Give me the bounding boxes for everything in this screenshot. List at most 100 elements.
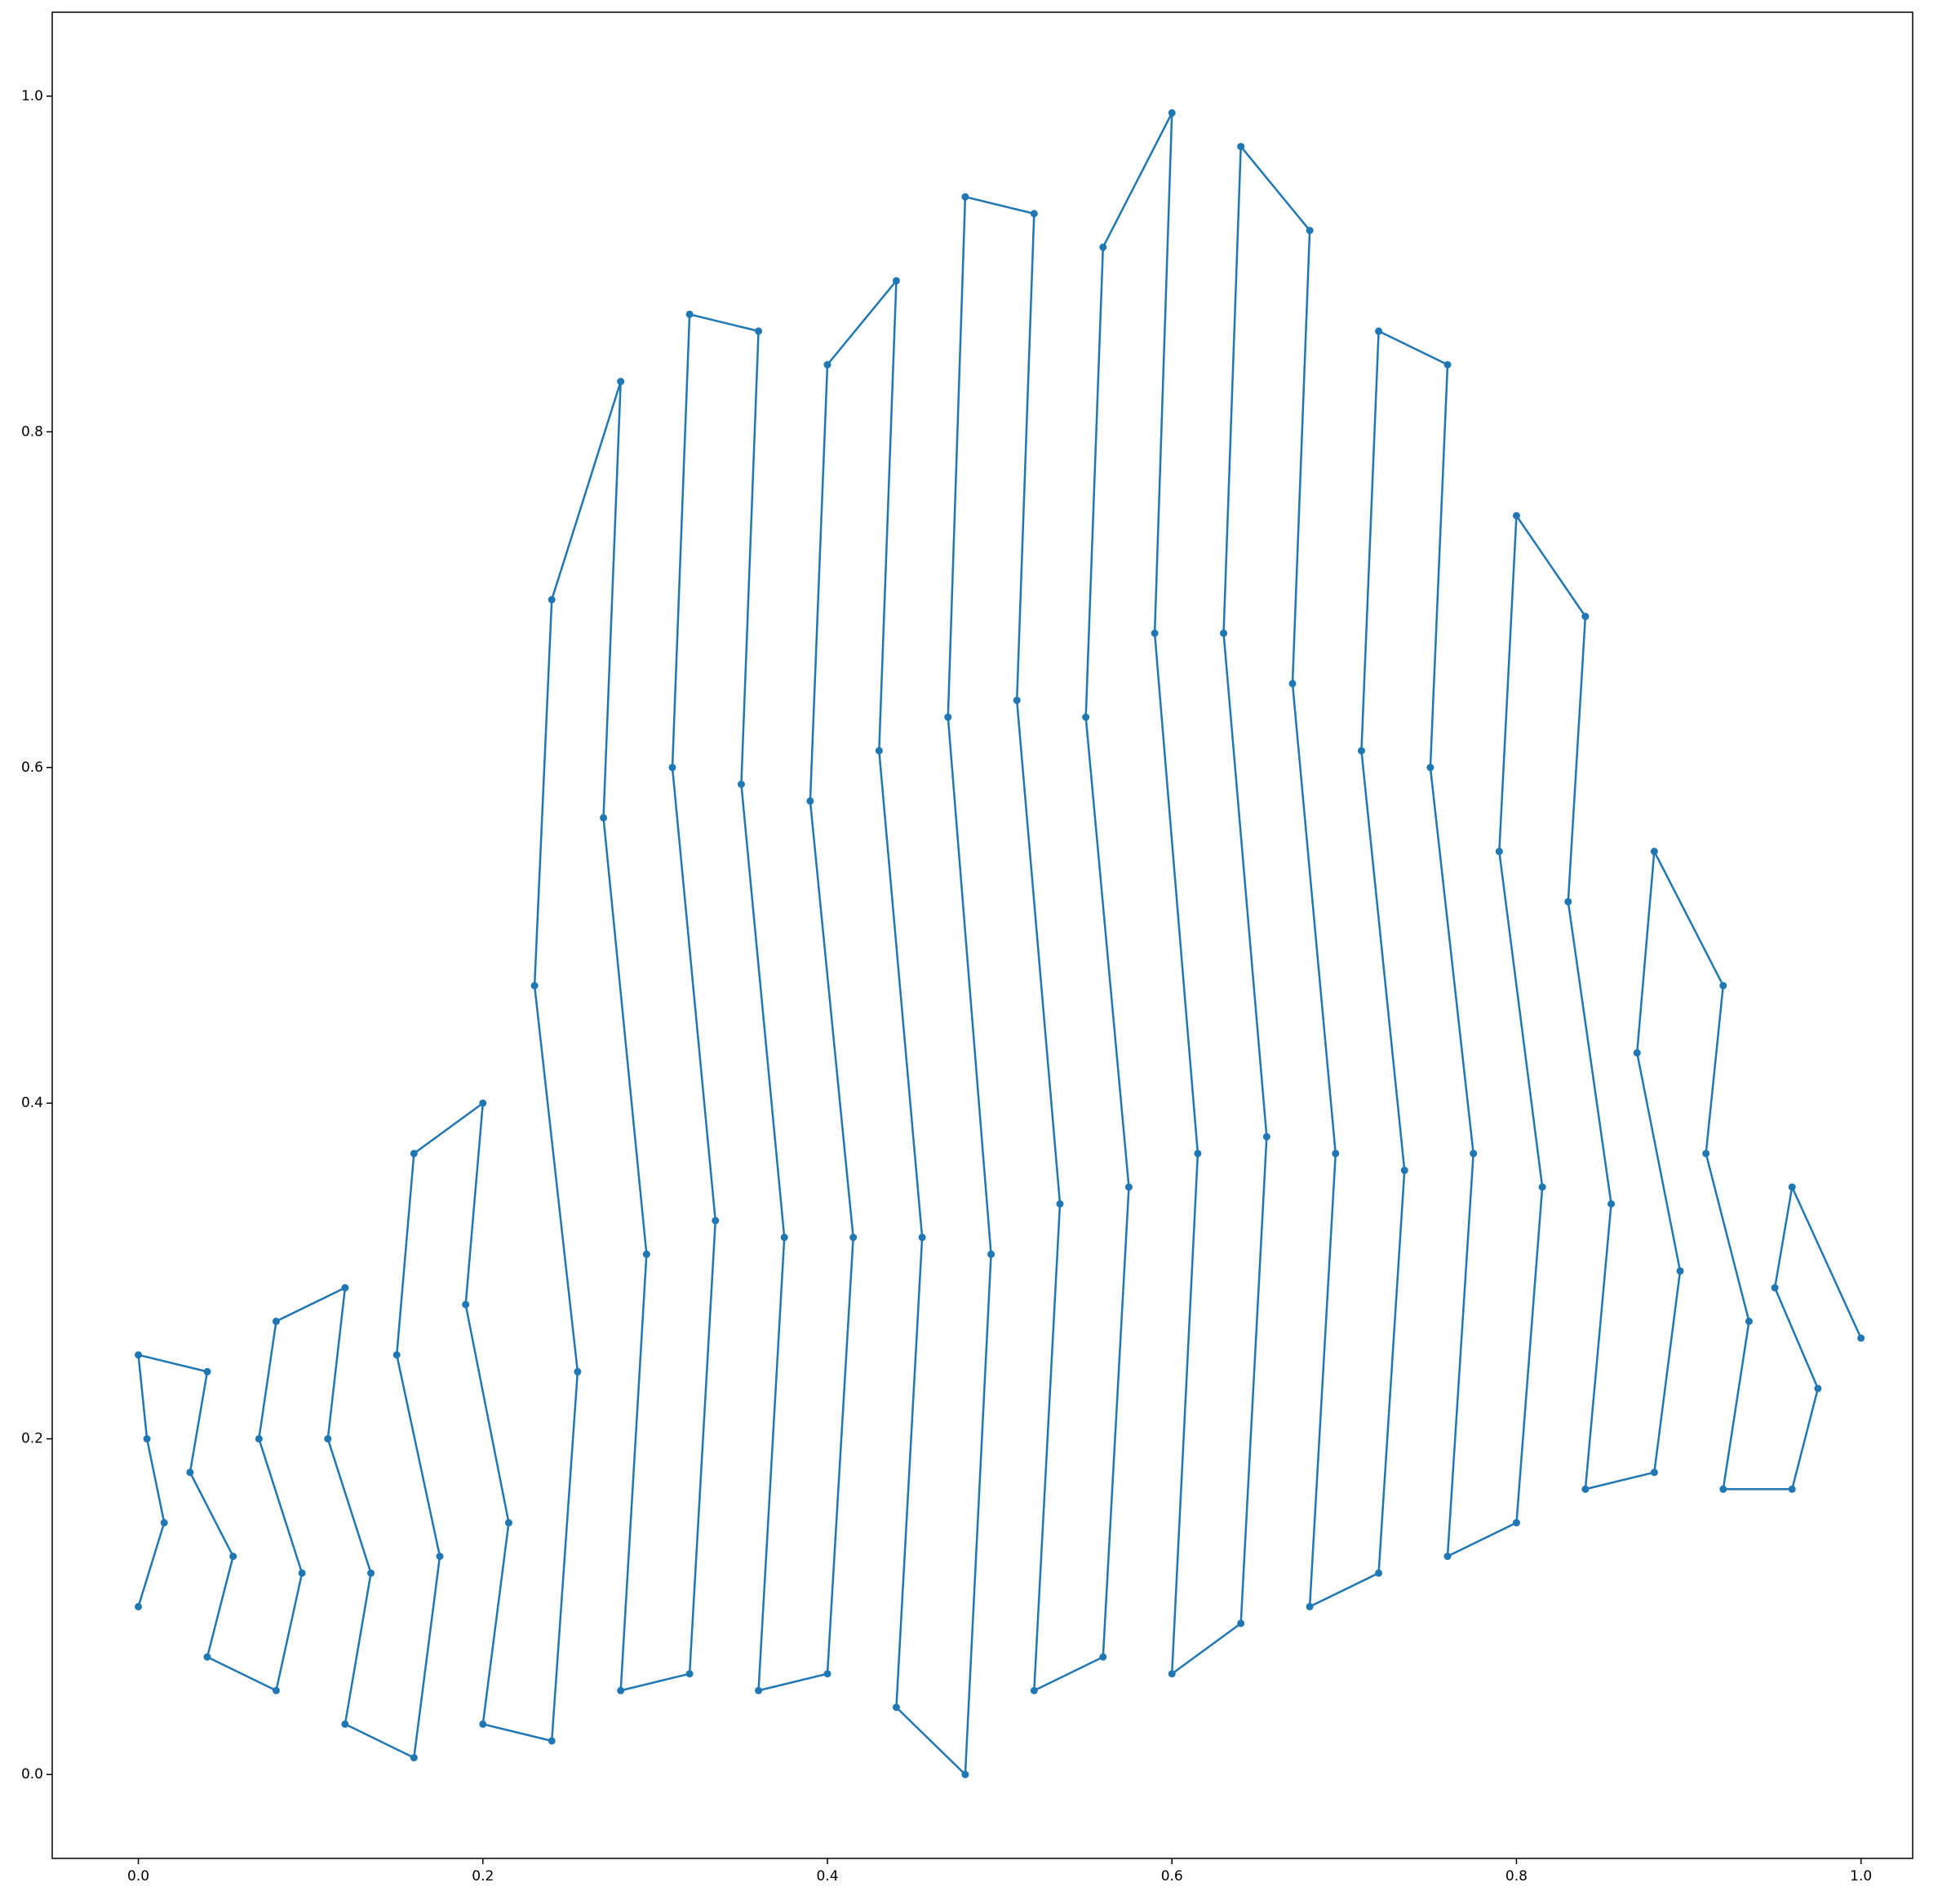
- point: [961, 193, 969, 201]
- point: [143, 1435, 151, 1443]
- point: [229, 1552, 237, 1561]
- point: [479, 1099, 487, 1107]
- point: [1745, 1318, 1753, 1326]
- point: [1581, 613, 1590, 621]
- x-tick-label: 0.8: [1505, 1868, 1528, 1884]
- point: [617, 1686, 625, 1694]
- point: [1512, 512, 1520, 520]
- point: [987, 1250, 996, 1258]
- point: [410, 1754, 418, 1762]
- point: [1220, 629, 1228, 637]
- point: [367, 1569, 375, 1577]
- point: [668, 764, 676, 772]
- point: [755, 1686, 763, 1694]
- point: [135, 1351, 143, 1359]
- point: [1013, 696, 1021, 704]
- point: [530, 981, 539, 990]
- point: [1771, 1284, 1779, 1292]
- point: [944, 713, 952, 721]
- point: [617, 378, 625, 386]
- point: [1495, 848, 1503, 856]
- point: [1676, 1267, 1684, 1275]
- point: [324, 1435, 332, 1443]
- point: [1030, 1686, 1038, 1694]
- point: [1719, 981, 1727, 990]
- y-tick-label: 1.0: [21, 88, 43, 104]
- point: [135, 1602, 143, 1610]
- point: [712, 1216, 720, 1225]
- point: [186, 1468, 194, 1477]
- point: [1168, 1670, 1176, 1678]
- point: [341, 1720, 349, 1728]
- point: [504, 1519, 512, 1527]
- point: [298, 1569, 306, 1577]
- point: [1607, 1200, 1616, 1208]
- point: [255, 1435, 263, 1443]
- point: [780, 1233, 788, 1242]
- point: [1443, 1552, 1452, 1561]
- point: [892, 1703, 900, 1712]
- point: [1719, 1485, 1727, 1493]
- y-tick-label: 0.0: [21, 1766, 43, 1783]
- point: [685, 310, 694, 318]
- x-tick-label: 0.2: [472, 1868, 494, 1884]
- point: [1375, 327, 1383, 335]
- point: [1426, 764, 1435, 772]
- point: [436, 1552, 444, 1561]
- point: [1788, 1485, 1796, 1493]
- x-tick-label: 0.6: [1161, 1868, 1183, 1884]
- point: [1237, 1619, 1245, 1628]
- point: [1082, 713, 1090, 721]
- y-tick-label: 0.6: [21, 760, 43, 776]
- point: [1443, 361, 1452, 369]
- point: [755, 327, 763, 335]
- point: [1470, 1149, 1478, 1158]
- point: [875, 746, 883, 755]
- point: [1194, 1149, 1202, 1158]
- point: [1168, 109, 1176, 117]
- point: [574, 1367, 582, 1375]
- y-tick-label: 0.8: [21, 423, 43, 440]
- point: [1151, 629, 1159, 637]
- point: [823, 361, 831, 369]
- point: [203, 1653, 211, 1661]
- point: [1099, 243, 1107, 251]
- point: [685, 1670, 694, 1678]
- tour-line: [137, 112, 1862, 1776]
- point: [548, 1737, 556, 1745]
- plot-frame: [51, 11, 1913, 1859]
- point: [1857, 1334, 1865, 1342]
- y-tick-label: 0.4: [21, 1095, 43, 1111]
- point: [1538, 1183, 1546, 1191]
- point: [1702, 1149, 1710, 1158]
- point: [479, 1720, 487, 1728]
- point: [1814, 1384, 1822, 1393]
- point: [1788, 1183, 1796, 1191]
- point: [1332, 1149, 1340, 1158]
- point: [1581, 1485, 1590, 1493]
- point: [462, 1300, 470, 1309]
- point: [1030, 210, 1038, 218]
- point: [806, 797, 814, 805]
- x-tick-label: 0.0: [127, 1868, 149, 1884]
- x-tick-label: 0.4: [816, 1868, 838, 1884]
- y-tick-label: 0.2: [21, 1431, 43, 1447]
- point: [892, 277, 900, 285]
- point: [272, 1686, 280, 1694]
- point: [961, 1770, 969, 1778]
- point: [548, 596, 556, 604]
- point: [1633, 1049, 1641, 1057]
- point: [1564, 897, 1572, 906]
- point: [1512, 1519, 1520, 1527]
- point: [341, 1284, 349, 1292]
- point: [160, 1519, 168, 1527]
- point: [823, 1670, 831, 1678]
- point: [1375, 1569, 1383, 1577]
- point: [1099, 1653, 1107, 1661]
- x-tick-label: 1.0: [1850, 1868, 1872, 1884]
- point: [737, 780, 745, 788]
- point: [918, 1233, 926, 1242]
- point: [410, 1149, 418, 1158]
- point: [203, 1367, 211, 1375]
